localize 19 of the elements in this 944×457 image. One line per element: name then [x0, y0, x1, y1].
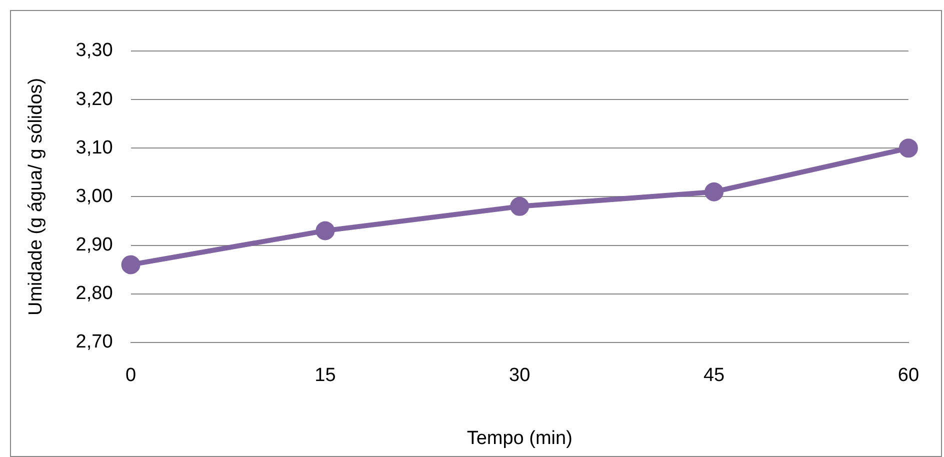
point	[704, 182, 724, 202]
point	[316, 221, 335, 240]
x-tick-label: 60	[898, 365, 920, 386]
y-tick-label: 2,80	[76, 283, 113, 304]
point	[121, 255, 140, 274]
y-axis-title: Umidade (g água/ g sólidos)	[26, 78, 47, 316]
y-tick-label: 2,70	[76, 332, 113, 353]
x-axis-title: Tempo (min)	[466, 428, 572, 449]
point	[898, 138, 918, 158]
point	[510, 196, 530, 216]
x-tick-label: 15	[314, 365, 336, 386]
y-tick-label: 3,30	[76, 40, 113, 62]
x-tick-label: 0	[125, 365, 136, 386]
y-tick-label: 3,20	[76, 88, 113, 110]
x-tick-label: 45	[703, 365, 725, 386]
y-tick-label: 3,00	[76, 186, 113, 207]
x-tick-label: 30	[509, 365, 530, 386]
y-tick-label: 2,90	[76, 234, 113, 256]
y-tick-label: 3,10	[76, 137, 113, 158]
